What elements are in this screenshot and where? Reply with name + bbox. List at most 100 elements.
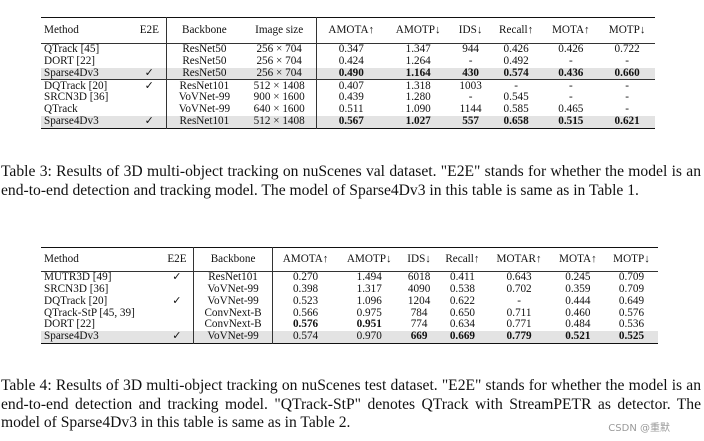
cell-mota: - bbox=[568, 79, 573, 92]
cell-ids: 774 bbox=[410, 318, 428, 331]
cell-recall: 0.492 bbox=[503, 54, 529, 67]
table-row: DORT [22] ResNet50 256 × 704 0.424 1.264 - 0.4… bbox=[41, 54, 655, 68]
cell-ids: 557 bbox=[451, 115, 490, 129]
cell-amota: 0.270 bbox=[292, 271, 319, 284]
header-method: Method bbox=[44, 23, 79, 36]
cell-mota: 0.426 bbox=[558, 43, 584, 56]
cell-e2e bbox=[132, 43, 167, 56]
table-header-row: Method E2E Backbone Image size AMOTA↑ AM… bbox=[41, 17, 655, 44]
cell-ids: 430 bbox=[451, 67, 490, 80]
cell-motp: 0.660 bbox=[599, 67, 655, 80]
cell-amotp: 0.970 bbox=[337, 330, 401, 344]
cell-e2e: ✓ bbox=[132, 67, 167, 80]
cell-mota: 0.436 bbox=[542, 67, 600, 80]
header-motp: MOTP↓ bbox=[608, 23, 646, 36]
cell-motp: 0.722 bbox=[614, 43, 640, 56]
table-row: Sparse4Dv3 ✓ VoVNet-99 0.574 0.970 669 0.669 0.… bbox=[41, 330, 658, 344]
table-row: Sparse4Dv3 ✓ ResNet50 256 × 704 0.490 1.164 43… bbox=[41, 67, 655, 80]
table-4-caption: Table 4: Results of 3D multi-object trac… bbox=[1, 377, 701, 432]
cell-backbone: VoVNet-99 bbox=[178, 103, 231, 116]
cell-motar: 0.779 bbox=[487, 330, 551, 344]
cell-motp: 0.576 bbox=[618, 306, 645, 319]
table-row: SRCN3D [36] VoVNet-99 0.398 1.317 4090 0.538 0… bbox=[41, 282, 658, 296]
header-recall: Recall↑ bbox=[499, 23, 534, 36]
cell-motp: - bbox=[625, 103, 629, 116]
header-method: Method bbox=[44, 252, 79, 265]
cell-e2e: ✓ bbox=[132, 115, 167, 129]
cell-e2e bbox=[161, 307, 194, 320]
cell-motp: 0.525 bbox=[604, 330, 658, 344]
cell-amota: 0.407 bbox=[338, 79, 364, 92]
cell-mota: 0.460 bbox=[565, 306, 591, 319]
cell-motar: 0.711 bbox=[506, 306, 532, 319]
header-amota: AMOTA↑ bbox=[328, 23, 375, 36]
header-amota: AMOTA↑ bbox=[282, 252, 329, 265]
cell-amotp: 1.090 bbox=[405, 103, 431, 116]
cell-backbone: VoVNet-99 bbox=[178, 91, 231, 104]
cell-method: QTrack bbox=[44, 103, 78, 116]
cell-backbone: ResNet50 bbox=[166, 67, 242, 80]
cell-ids: 784 bbox=[410, 306, 428, 319]
table-row: QTrack VoVNet-99 640 × 1600 0.511 1.090 1144 0… bbox=[41, 103, 655, 116]
cell-recall: 0.669 bbox=[437, 330, 488, 344]
cell-e2e bbox=[132, 92, 167, 104]
cell-mota: 0.465 bbox=[558, 103, 584, 116]
table-3-tracking-val: Method E2E Backbone Image size AMOTA↑ AM… bbox=[41, 17, 655, 129]
cell-amotp: 1.318 bbox=[405, 79, 431, 92]
cell-recall: 0.411 bbox=[450, 271, 475, 284]
cell-e2e bbox=[161, 283, 194, 296]
cell-motp: - bbox=[625, 54, 629, 67]
cell-amota: 0.424 bbox=[338, 54, 364, 67]
cell-amotp: 1.317 bbox=[356, 282, 382, 295]
cell-motar: - bbox=[517, 294, 521, 307]
cell-amota: 0.566 bbox=[292, 306, 319, 319]
cell-recall: 0.538 bbox=[449, 282, 475, 295]
cell-mota: 0.515 bbox=[542, 115, 600, 129]
header-ids: IDS↓ bbox=[458, 23, 483, 36]
cell-backbone: ResNet101 bbox=[179, 79, 230, 92]
cell-mota: - bbox=[568, 91, 573, 104]
cell-amotp: 1.264 bbox=[405, 54, 431, 67]
cell-method: SRCN3D [36] bbox=[44, 91, 109, 104]
cell-image-size: 256 × 704 bbox=[241, 55, 318, 68]
cell-mota: 0.359 bbox=[565, 282, 591, 295]
cell-e2e: ✓ bbox=[161, 330, 194, 344]
header-image-size: Image size bbox=[241, 17, 318, 44]
cell-motp: 0.709 bbox=[618, 271, 645, 284]
cell-method: QTrack [45] bbox=[44, 43, 100, 56]
cell-motp: - bbox=[625, 91, 629, 104]
cell-image-size: 900 × 1600 bbox=[241, 92, 318, 104]
table-row: DQTrack [20] ✓ ResNet101 512 × 1408 0.407 1.3… bbox=[41, 79, 655, 93]
cell-backbone: ResNet50 bbox=[182, 54, 227, 67]
cell-amotp: 1.096 bbox=[356, 294, 382, 307]
cell-recall: 0.650 bbox=[449, 306, 475, 319]
cell-ids: 1144 bbox=[459, 103, 482, 116]
cell-ids: 6018 bbox=[407, 271, 431, 284]
cell-recall: 0.585 bbox=[503, 103, 529, 116]
table-header-row: Method E2E Backbone AMOTA↑ AMOTP↓ IDS↓ R… bbox=[41, 247, 658, 272]
cell-motp: - bbox=[625, 79, 629, 92]
table-3-caption: Table 3: Results of 3D multi-object trac… bbox=[1, 163, 701, 199]
cell-mota: - bbox=[568, 54, 573, 67]
table-row: SRCN3D [36] VoVNet-99 900 × 1600 0.439 1.280… bbox=[41, 92, 655, 104]
cell-ids: 944 bbox=[462, 43, 479, 56]
cell-motp: 0.621 bbox=[599, 115, 655, 129]
header-ids: IDS↓ bbox=[407, 252, 431, 265]
cell-backbone: ResNet101 bbox=[166, 115, 242, 129]
cell-motar: 0.702 bbox=[506, 282, 532, 295]
cell-e2e: ✓ bbox=[161, 295, 194, 308]
header-backbone: Backbone bbox=[182, 23, 227, 36]
cell-e2e bbox=[132, 55, 167, 68]
cell-amota: 0.347 bbox=[338, 43, 364, 56]
cell-recall: 0.545 bbox=[503, 91, 529, 104]
cell-backbone: ConvNext-B bbox=[193, 307, 274, 320]
cell-mota: 0.521 bbox=[550, 330, 605, 344]
cell-amota: 0.574 bbox=[272, 330, 338, 344]
cell-e2e bbox=[161, 319, 194, 331]
cell-backbone: VoVNet-99 bbox=[193, 330, 274, 344]
header-amotp: AMOTP↓ bbox=[346, 252, 392, 265]
cell-mota: 0.245 bbox=[565, 271, 591, 284]
cell-amotp: 1.164 bbox=[385, 67, 452, 80]
cell-ids: 1204 bbox=[407, 294, 431, 307]
cell-amotp: 1.027 bbox=[385, 115, 452, 129]
